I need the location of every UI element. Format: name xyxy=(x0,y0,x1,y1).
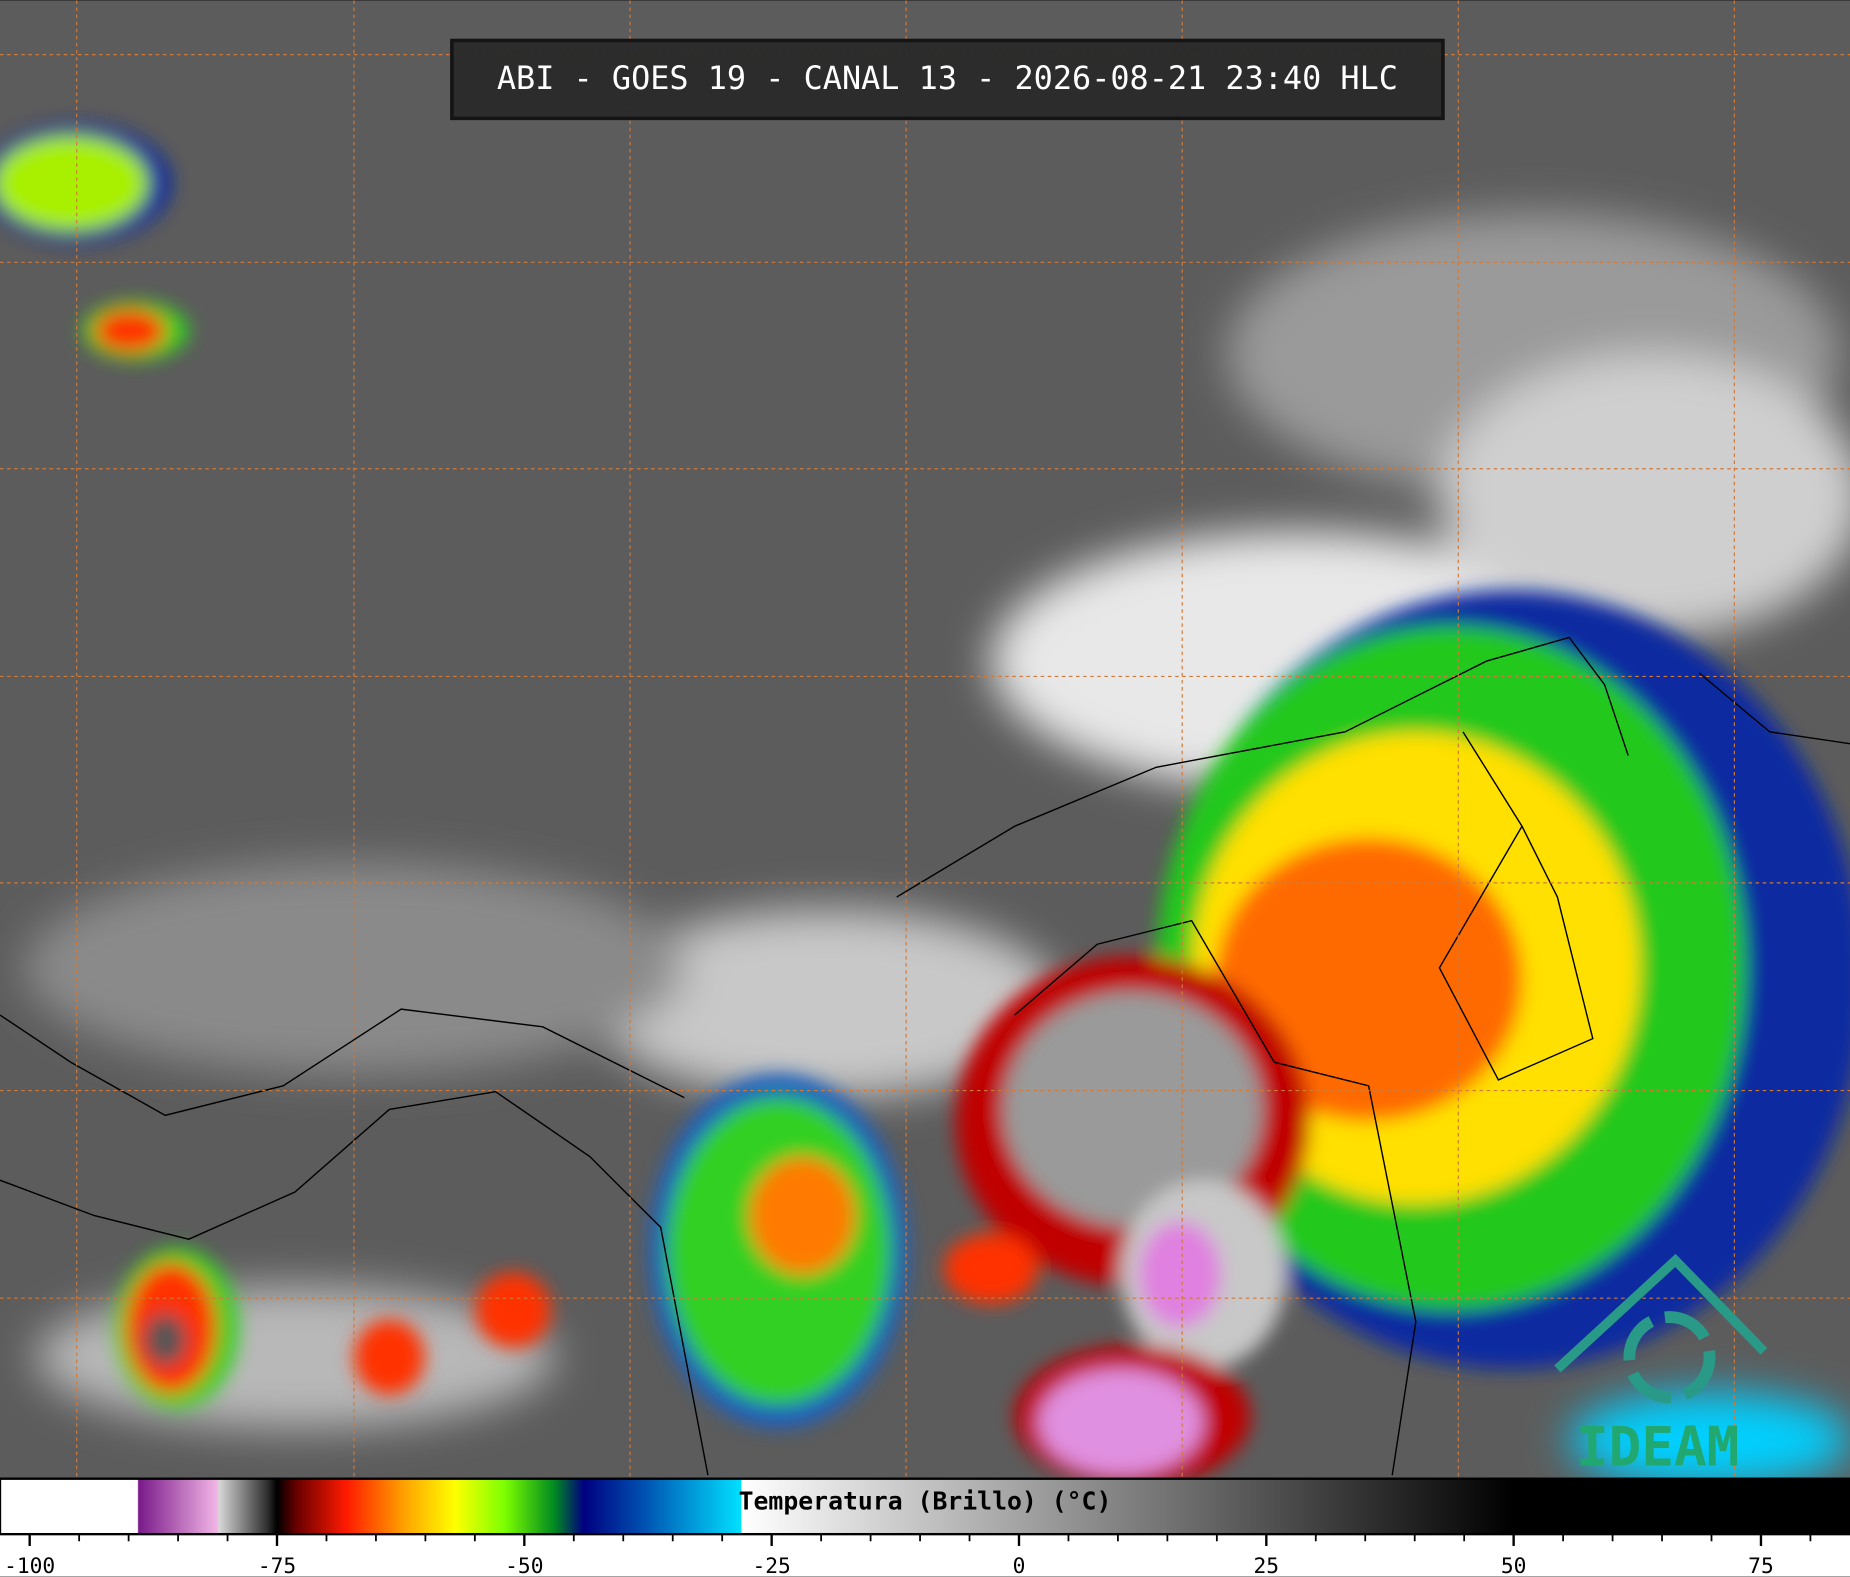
colorbar-label: Temperatura (Brillo) (°C) xyxy=(739,1486,1112,1515)
tick-label: -100 xyxy=(4,1554,55,1577)
imagery xyxy=(0,0,1850,1487)
title-box: ABI - GOES 19 - CANAL 13 - 2026-08-21 23… xyxy=(450,38,1445,121)
tick-label: 75 xyxy=(1748,1554,1774,1577)
tick-label: 0 xyxy=(1013,1554,1026,1577)
colorbar: Temperatura (Brillo) (°C) -100 -75 -50 -25 0… xyxy=(0,1477,1850,1577)
tick-label: 50 xyxy=(1501,1554,1527,1577)
tick-label: -50 xyxy=(505,1554,543,1577)
tick-label: -75 xyxy=(258,1554,296,1577)
colorbar-ramp xyxy=(0,1477,1850,1536)
tick-label: -25 xyxy=(752,1554,790,1577)
logo: IDEAM xyxy=(1554,1253,1768,1479)
logo-text: IDEAM xyxy=(1576,1416,1739,1479)
title: ABI - GOES 19 - CANAL 13 - 2026-08-21 23… xyxy=(497,59,1398,97)
tick-label: 25 xyxy=(1254,1554,1280,1577)
